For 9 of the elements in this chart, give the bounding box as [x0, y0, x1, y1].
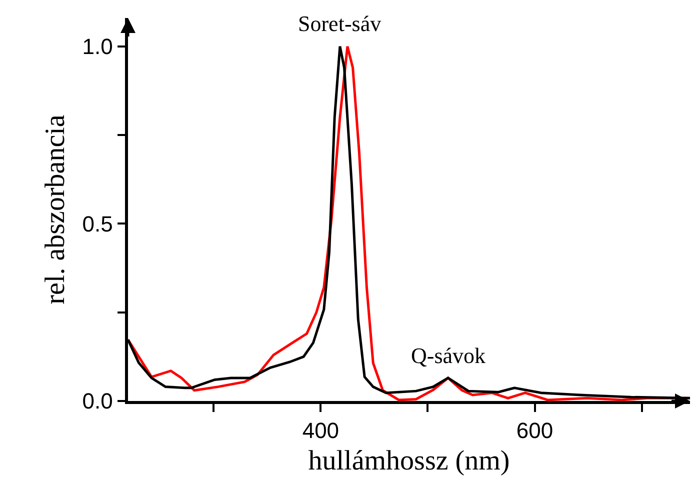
- y-tick-label: 0.0: [82, 388, 113, 414]
- x-tick-label: 600: [516, 418, 554, 444]
- y-axis-title: rel. abszorbancia: [40, 114, 71, 304]
- annotation: Soret-sáv: [298, 11, 382, 36]
- x-axis-title: hullámhossz (nm): [308, 445, 510, 476]
- annotation: Q-sávok: [411, 343, 486, 368]
- y-tick-label: 0.5: [82, 211, 113, 236]
- y-tick-label: 1.0: [82, 34, 113, 60]
- x-tick-label: 400: [302, 418, 340, 444]
